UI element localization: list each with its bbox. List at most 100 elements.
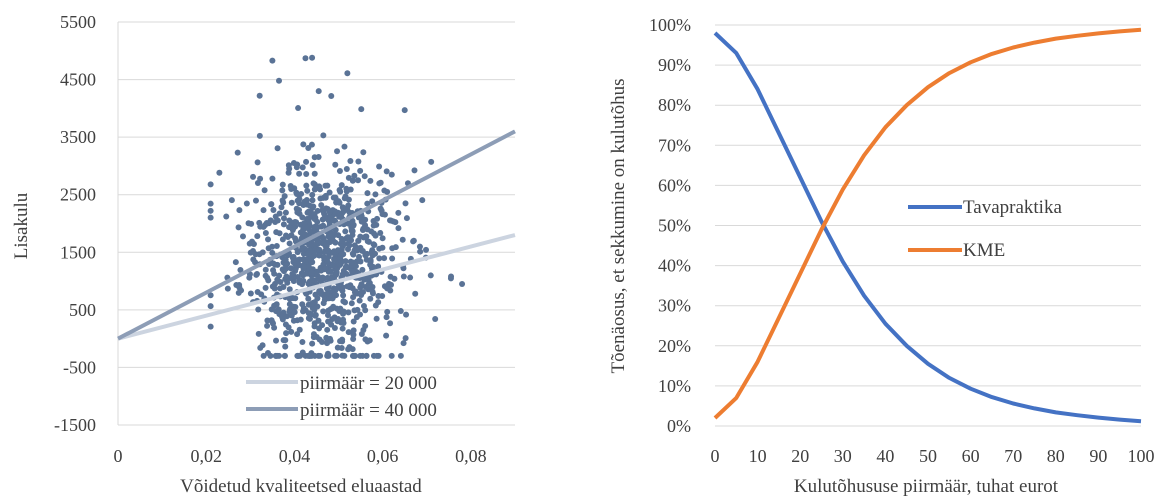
- scatter-point: [428, 158, 435, 165]
- x-tick-label: 60: [962, 446, 980, 466]
- scatter-point: [264, 317, 271, 324]
- scatter-point: [372, 191, 379, 198]
- scatter-chart: -1500 -500 500 1500 2500 3500 4500 5500 0 0,02 0,…: [11, 12, 516, 497]
- scatter-point: [399, 236, 406, 243]
- scatter-point: [332, 208, 339, 215]
- scatter-point: [306, 241, 313, 248]
- scatter-point: [254, 233, 261, 240]
- scatter-point: [293, 257, 300, 264]
- scatter-point: [350, 327, 357, 334]
- scatter-point: [302, 257, 309, 264]
- legend-label-40000: piirmäär = 40 000: [300, 400, 437, 421]
- scatter-point: [345, 346, 352, 353]
- left-y-axis-label: Lisakulu: [11, 192, 32, 259]
- scatter-point: [416, 243, 423, 250]
- scatter-point: [350, 318, 357, 325]
- scatter-point: [299, 301, 306, 308]
- scatter-point: [335, 198, 342, 205]
- scatter-point: [309, 197, 316, 204]
- scatter-point: [224, 285, 231, 292]
- scatter-point: [250, 173, 257, 180]
- scatter-point: [367, 295, 374, 302]
- x-tick-label: 10: [749, 446, 767, 466]
- scatter-point: [364, 190, 371, 197]
- scatter-point: [325, 352, 332, 359]
- scatter-point: [389, 255, 396, 262]
- scatter-point: [207, 200, 214, 207]
- scatter-point: [294, 209, 301, 216]
- x-tick-label: 100: [1128, 446, 1155, 466]
- scatter-point: [300, 263, 307, 270]
- scatter-point: [324, 326, 331, 333]
- scatter-point: [262, 266, 269, 273]
- scatter-point: [417, 248, 424, 255]
- y-tick-label: 0%: [667, 416, 691, 436]
- scatter-point: [377, 229, 384, 236]
- scatter-point: [327, 268, 334, 275]
- scatter-point: [291, 309, 298, 316]
- scatter-point: [295, 105, 302, 112]
- x-tick-label: 70: [1004, 446, 1022, 466]
- scatter-point: [388, 352, 395, 359]
- y-tick-label: 80%: [658, 95, 691, 115]
- scatter-point: [247, 290, 254, 297]
- scatter-point: [351, 289, 358, 296]
- scatter-point: [340, 310, 347, 317]
- legend-label-tavapraktika: Tavapraktika: [963, 197, 1062, 218]
- scatter-point: [419, 197, 426, 204]
- scatter-point: [403, 215, 410, 222]
- scatter-point: [304, 224, 311, 231]
- scatter-point: [348, 224, 355, 231]
- left-gridlines: [117, 21, 515, 426]
- scatter-point: [305, 263, 312, 270]
- scatter-point: [328, 214, 335, 221]
- legend-label-20000: piirmäär = 20 000: [300, 373, 437, 394]
- scatter-point: [343, 165, 350, 172]
- scatter-point: [362, 307, 369, 314]
- scatter-point: [250, 256, 257, 263]
- scatter-point: [318, 202, 325, 209]
- scatter-point: [317, 195, 324, 202]
- scatter-point: [235, 224, 242, 231]
- x-tick-label: 0: [114, 446, 123, 466]
- scatter-point: [282, 321, 289, 328]
- scatter-point: [236, 207, 243, 214]
- scatter-point: [376, 245, 383, 252]
- scatter-point: [308, 300, 315, 307]
- scatter-point: [320, 132, 327, 139]
- scatter-point: [320, 308, 327, 315]
- scatter-point: [256, 92, 263, 99]
- scatter-point: [309, 161, 316, 168]
- scatter-point: [339, 336, 346, 343]
- scatter-point: [207, 181, 214, 188]
- scatter-point: [329, 233, 336, 240]
- scatter-point: [280, 283, 287, 290]
- scatter-point: [316, 183, 323, 190]
- scatter-point: [268, 306, 275, 313]
- scatter-point: [273, 242, 280, 249]
- scatter-point: [342, 299, 349, 306]
- scatter-point: [255, 330, 262, 337]
- scatter-point: [331, 256, 338, 263]
- scatter-point: [270, 260, 277, 267]
- y-tick-label: 500: [69, 300, 96, 320]
- scatter-point: [319, 207, 326, 214]
- scatter-point: [327, 337, 334, 344]
- scatter-point: [353, 314, 360, 321]
- scatter-point: [377, 205, 384, 212]
- scatter-point: [326, 239, 333, 246]
- scatter-point: [401, 107, 408, 114]
- left-x-axis-label: Võidetud kvaliteetsed eluaastad: [180, 476, 422, 497]
- scatter-point: [282, 209, 289, 216]
- scatter-point: [351, 172, 358, 179]
- scatter-point: [314, 295, 321, 302]
- right-legend: Tavapraktika KME: [908, 197, 1062, 261]
- scatter-point: [448, 273, 455, 280]
- scatter-point: [280, 199, 287, 206]
- scatter-point: [432, 315, 439, 322]
- scatter-point: [237, 267, 244, 274]
- scatter-point: [207, 214, 214, 221]
- scatter-point: [341, 206, 348, 213]
- scatter-point: [280, 215, 287, 222]
- scatter-point: [309, 204, 316, 211]
